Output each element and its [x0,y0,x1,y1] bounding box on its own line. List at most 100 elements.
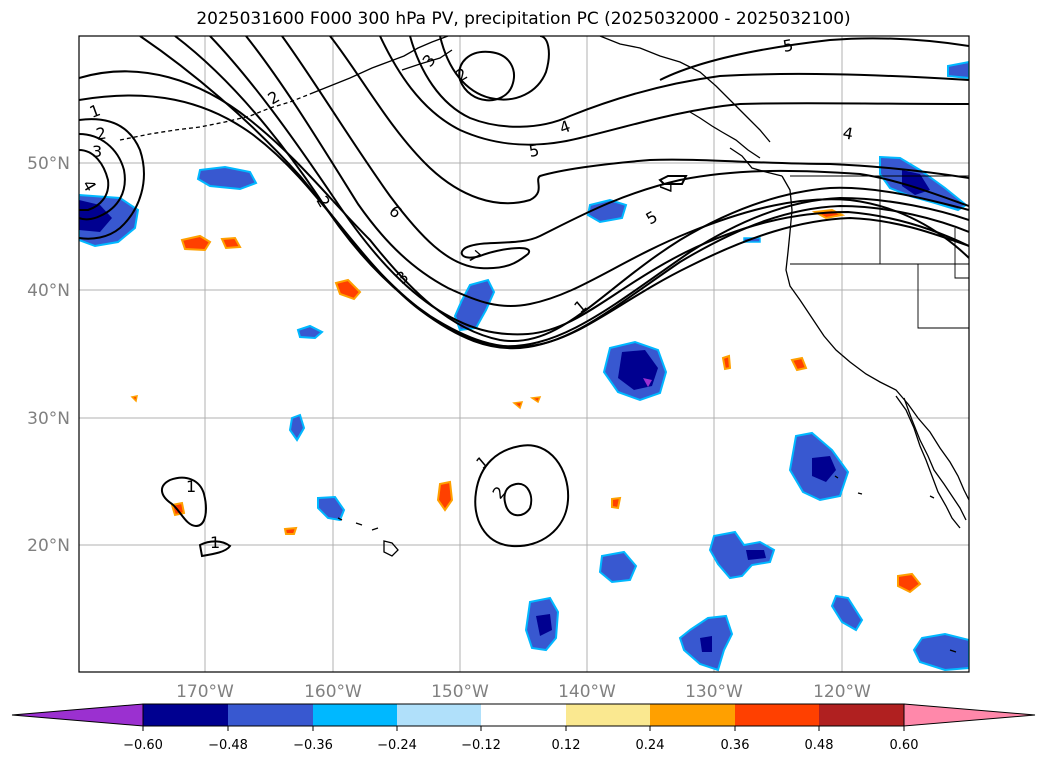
baja-peninsula [903,397,967,521]
precip-patch-positive [790,356,808,372]
aleutian-islands [119,93,311,141]
map-title: 2025031600 F000 300 hPa PV, precipitatio… [196,9,851,29]
colorbar-segment [819,704,904,726]
colorbar-tick-label: 0.60 [890,738,919,753]
lat-label: 40°N [27,281,70,301]
pv-contour [503,482,533,517]
pv-contour [161,476,207,528]
west-coast-north-america [781,175,969,501]
pv-contour [379,36,969,146]
lat-label: 30°N [27,409,70,429]
pv-contour [139,36,969,350]
precip-patch-positive [611,496,622,510]
colorbar-segment [313,704,397,726]
colorbar-segment [481,704,566,726]
lon-label: 130°W [685,682,743,702]
lon-label: 160°W [304,682,362,702]
contour-label: 1 [210,533,220,552]
colorbar-tick-label: −0.24 [377,738,417,753]
precip-patch-positive [512,401,524,410]
colorbar-segment [650,704,735,726]
contour-label: 3 [92,142,102,161]
precip-patch-negative [196,165,258,191]
lon-label: 120°W [813,682,871,702]
colorbar-tick-label: −0.36 [293,738,333,753]
contour-label: 5 [527,140,540,160]
precip-patch-negative [830,594,864,632]
precip-patch-positive [283,526,298,535]
pv-contours [79,36,969,558]
precip-patch-negative [947,60,969,80]
colorbar-segment [228,704,313,726]
contour-label: 1 [186,477,196,496]
colorbar-segment [566,704,650,726]
colorbar-extend-min [11,703,144,727]
precip-patch-negative [288,413,306,442]
pv-contour [409,36,969,128]
precip-patch-positive [180,234,212,252]
precip-patch-positive [220,236,242,250]
pv-contour [439,36,550,101]
precip-patch-positive [436,480,454,512]
colorbar-tick-label: 0.24 [636,738,665,753]
pv-contour [329,36,969,205]
lon-label: 150°W [431,682,489,702]
precip-patch-positive [897,572,922,594]
pv-contour [658,175,688,185]
colorbar-tick-label: 0.36 [721,738,750,753]
precip-patch-negative [317,495,346,522]
colorbar-segment [735,704,819,726]
precip-patch-negative [586,198,628,224]
map-frame [78,35,970,673]
colorbar-tick-label: −0.60 [123,738,163,753]
contour-label: 7 [656,183,675,193]
longitude-labels: 170°W 160°W 150°W 140°W 130°W 120°W [176,682,871,702]
lon-label: 140°W [558,682,616,702]
colorbar-tick-label: 0.12 [552,738,581,753]
precip-patch-negative [708,530,776,580]
pv-contour [79,70,969,343]
precip-patch-strong-negative [536,614,552,636]
colorbar: −0.60 −0.48 −0.36 −0.24 −0.12 0.12 0.24 … [11,703,1036,753]
pv-contour [659,37,969,81]
precip-patch-strong-negative [746,550,766,560]
map-area [79,36,969,672]
pv-contour [474,444,570,548]
pv-contour [79,118,145,240]
colorbar-tick-label: 0.48 [805,738,834,753]
precip-patch-strong-negative [700,636,712,652]
colorbar-tick-label: −0.48 [208,738,248,753]
coastlines [119,36,969,653]
precip-patches [79,60,969,672]
colorbar-segment [397,704,481,726]
pv-contour [174,36,969,348]
precip-patch-positive [130,395,138,403]
pv-contour [245,36,969,307]
contour-label: 5 [781,35,794,55]
pv-contour [209,36,969,336]
precip-patch-positive [721,354,732,371]
precip-patch-negative [598,550,638,584]
pv-contour [79,149,110,211]
pv-contour [198,540,232,558]
precip-patch-strong-negative [79,200,112,232]
colorbar-extend-max [903,703,1036,727]
lat-label: 50°N [27,154,70,174]
pv-contour [458,50,515,102]
lat-label: 20°N [27,536,70,556]
alaska-coast [309,36,449,95]
precip-patch-negative [296,324,324,340]
colorbar-segment [143,704,228,726]
latitude-labels: 50°N 40°N 30°N 20°N [27,154,70,556]
hawaii-islands [337,517,399,557]
precip-patch-extreme-negative [643,378,652,387]
contour-label: 4 [841,123,854,143]
pv-contour [79,133,126,221]
pv-contour [281,36,969,270]
precip-patch-strong-negative [812,456,836,482]
precip-patch-positive [529,396,542,404]
colorbar-tick-label: −0.12 [461,738,501,753]
precip-patch-positive [334,278,362,301]
lon-label: 170°W [176,682,234,702]
